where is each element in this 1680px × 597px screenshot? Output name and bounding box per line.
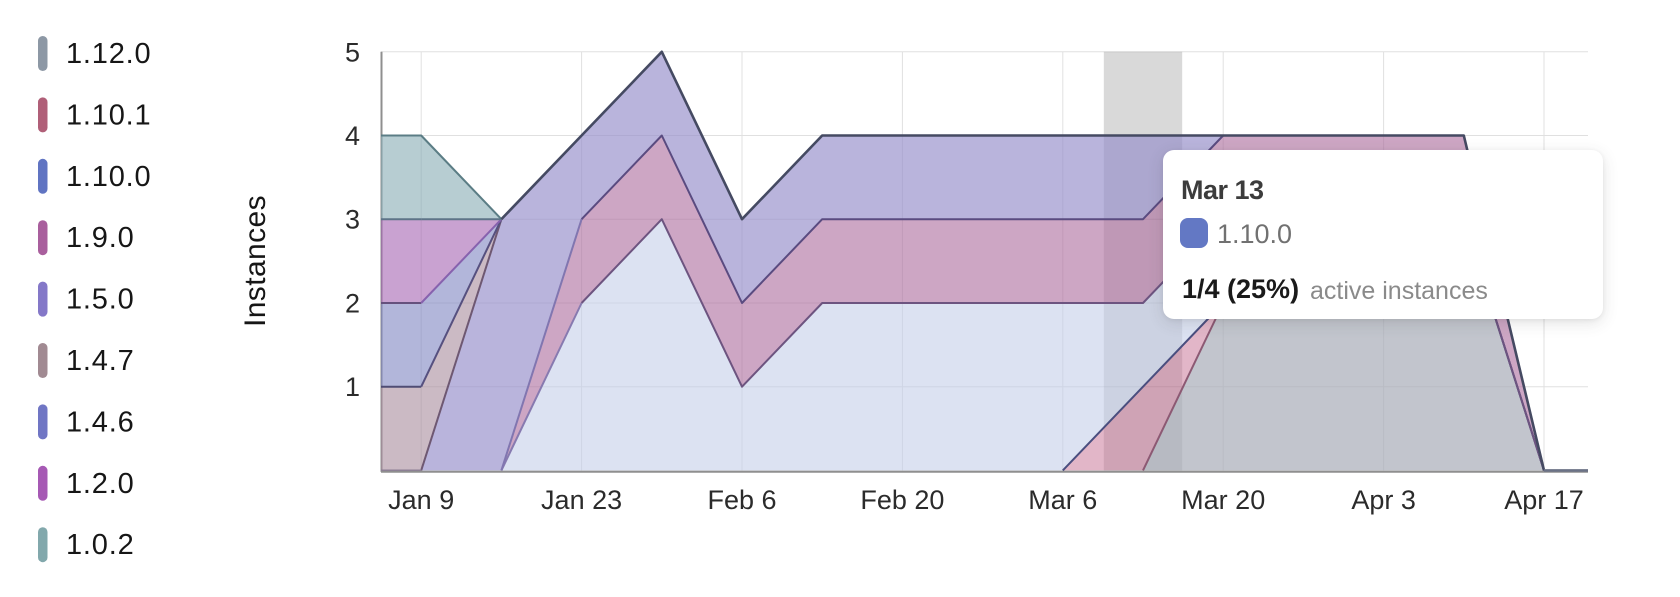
svg-text:3: 3 — [345, 205, 360, 235]
svg-text:Jan 23: Jan 23 — [541, 485, 622, 515]
svg-text:2: 2 — [345, 289, 360, 319]
svg-text:1.10.1: 1.10.1 — [66, 99, 151, 131]
svg-text:1.10.0: 1.10.0 — [66, 161, 151, 193]
svg-text:1.4.6: 1.4.6 — [66, 406, 135, 438]
svg-text:1.5.0: 1.5.0 — [66, 284, 135, 316]
svg-text:Apr 17: Apr 17 — [1504, 485, 1584, 515]
svg-text:1.4.7: 1.4.7 — [66, 345, 135, 377]
svg-text:Mar 6: Mar 6 — [1028, 485, 1097, 515]
svg-text:Apr 3: Apr 3 — [1351, 485, 1416, 515]
svg-text:5: 5 — [345, 37, 360, 67]
svg-text:Feb 6: Feb 6 — [707, 485, 776, 515]
svg-text:Mar 20: Mar 20 — [1181, 485, 1265, 515]
svg-text:4: 4 — [345, 121, 360, 151]
svg-text:1.9.0: 1.9.0 — [66, 222, 135, 254]
svg-text:Jan 9: Jan 9 — [388, 485, 454, 515]
svg-text:Feb 20: Feb 20 — [860, 485, 944, 515]
svg-text:1.12.0: 1.12.0 — [66, 38, 151, 70]
svg-text:Instances: Instances — [239, 195, 272, 327]
svg-text:1.2.0: 1.2.0 — [66, 468, 135, 500]
svg-text:1.0.2: 1.0.2 — [66, 529, 135, 561]
svg-text:1: 1 — [345, 372, 360, 402]
